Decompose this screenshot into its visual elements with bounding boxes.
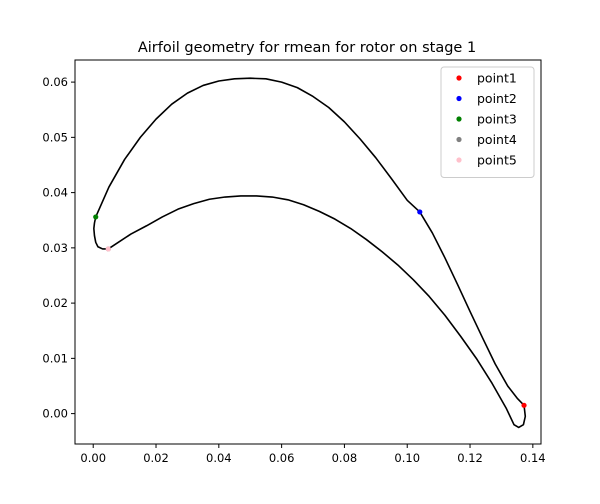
legend-marker-point4 (456, 136, 462, 143)
x-tick-label: 0.10 (394, 451, 420, 465)
scatter-point1 (521, 402, 527, 408)
legend: point1 point2 point3 point4 point5 (440, 66, 535, 178)
airfoil-series-line (93, 77, 527, 429)
y-tick-label: 0.00 (42, 407, 68, 421)
y-tick-label: 0.03 (42, 241, 68, 255)
legend-marker-point5 (456, 157, 462, 163)
x-tick-label: 0.08 (332, 451, 358, 465)
plot-area-frame (74, 59, 542, 445)
legend-marker-point3 (456, 116, 462, 122)
y-tick-label: 0.04 (42, 186, 68, 200)
legend-label-point3: point3 (477, 112, 517, 127)
scatter-point3 (93, 214, 99, 220)
plot-points (93, 209, 527, 408)
y-tick-label: 0.02 (42, 296, 68, 310)
x-tick-label: 0.12 (457, 451, 483, 465)
x-axis-ticks: 0.00 0.02 0.04 0.06 0.08 0.10 0.12 0.14 (80, 444, 546, 465)
y-axis-ticks: 0.00 0.01 0.02 0.03 0.04 0.05 0.06 (42, 75, 75, 421)
legend-label-point5: point5 (477, 153, 517, 168)
y-tick-label: 0.06 (42, 75, 68, 89)
chart-title: Airfoil geometry for rmean for rotor on … (138, 40, 476, 56)
y-tick-label: 0.05 (42, 130, 68, 144)
scatter-point5 (105, 246, 111, 252)
x-tick-label: 0.00 (80, 451, 106, 465)
y-tick-label: 0.01 (42, 351, 68, 365)
legend-marker-point1 (456, 75, 462, 81)
x-tick-label: 0.14 (520, 451, 546, 465)
legend-label-point4: point4 (477, 132, 517, 147)
x-tick-label: 0.06 (269, 451, 295, 465)
legend-marker-point2 (456, 95, 462, 102)
x-tick-label: 0.02 (143, 451, 169, 465)
legend-box (440, 66, 535, 178)
x-tick-label: 0.04 (206, 451, 232, 465)
legend-label-point1: point1 (477, 71, 517, 86)
scatter-point2 (417, 209, 423, 215)
plot-lines (93, 77, 527, 429)
legend-label-point2: point2 (477, 91, 517, 106)
